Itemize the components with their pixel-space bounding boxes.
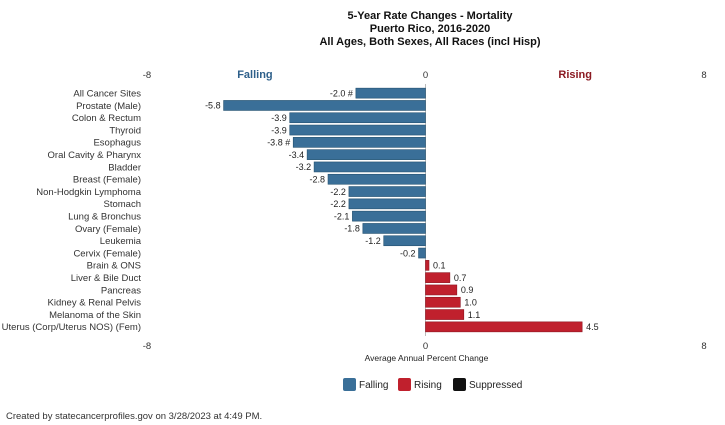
value-label: -2.1 bbox=[334, 211, 350, 221]
category-label: Stomach bbox=[104, 199, 142, 210]
category-label: Leukemia bbox=[100, 236, 142, 247]
legend-swatch bbox=[343, 378, 356, 391]
value-label: -3.2 bbox=[296, 162, 312, 172]
value-label: 1.1 bbox=[468, 310, 481, 320]
category-label: Uterus (Corp/Uterus NOS) (Fem) bbox=[2, 322, 141, 333]
value-label: 4.5 bbox=[586, 322, 599, 332]
category-label: Prostate (Male) bbox=[76, 101, 141, 112]
legend-label: Suppressed bbox=[469, 380, 522, 391]
top-tick-label: -8 bbox=[143, 70, 151, 81]
bar[interactable] bbox=[352, 210, 426, 222]
value-label: -2.2 bbox=[330, 199, 346, 209]
bottom-tick-label: 8 bbox=[701, 341, 706, 352]
rising-side-label: Rising bbox=[558, 69, 592, 81]
bar[interactable] bbox=[348, 186, 426, 197]
value-label: -1.2 bbox=[365, 236, 381, 246]
value-labels: -2.0 # -5.8 -3.9 -3.9 -3.8 # -3.4 -3.2 -2.8 -2.2… bbox=[205, 88, 599, 332]
falling-side-label: Falling bbox=[237, 69, 272, 81]
category-label: All Cancer Sites bbox=[73, 88, 141, 99]
category-label: Kidney & Renal Pelvis bbox=[48, 298, 142, 309]
category-label: Melanoma of the Skin bbox=[49, 310, 141, 321]
bar[interactable] bbox=[418, 247, 426, 259]
bar[interactable] bbox=[289, 112, 426, 124]
category-label: Lung & Bronchus bbox=[68, 211, 141, 222]
bar[interactable] bbox=[425, 309, 465, 320]
title-line-2: Puerto Rico, 2016-2020 bbox=[370, 23, 490, 35]
value-label: -2.8 bbox=[310, 174, 326, 184]
value-label: 1.0 bbox=[464, 297, 477, 307]
legend-label: Rising bbox=[414, 380, 442, 391]
x-axis-title: Average Annual Percent Change bbox=[365, 353, 489, 363]
bar[interactable] bbox=[327, 173, 426, 185]
value-label: -2.2 bbox=[330, 187, 346, 197]
category-label: Brain & ONS bbox=[87, 261, 141, 272]
bar[interactable] bbox=[348, 198, 426, 210]
bottom-tick-label: -8 bbox=[143, 341, 151, 352]
category-label: Non-Hodgkin Lymphoma bbox=[36, 187, 141, 198]
category-label: Bladder bbox=[108, 162, 141, 173]
category-label: Breast (Female) bbox=[73, 175, 141, 186]
category-label: Esophagus bbox=[93, 138, 141, 149]
legend-swatch bbox=[453, 378, 466, 391]
bar[interactable] bbox=[223, 100, 426, 111]
bar[interactable] bbox=[383, 235, 426, 247]
value-label: -3.9 bbox=[271, 113, 287, 123]
legend-item-falling[interactable]: Falling bbox=[343, 378, 388, 391]
legend-swatch bbox=[398, 378, 411, 391]
bar[interactable] bbox=[355, 87, 426, 99]
bar[interactable] bbox=[292, 137, 426, 148]
top-tick-label: 0 bbox=[423, 70, 428, 81]
bars bbox=[223, 87, 583, 333]
value-label: -1.8 bbox=[344, 224, 360, 234]
category-labels: All Cancer Sites Prostate (Male)Colon & R… bbox=[2, 88, 142, 333]
title-line-1: 5-Year Rate Changes - Mortality bbox=[347, 10, 513, 22]
bar[interactable] bbox=[289, 124, 426, 136]
value-label: 0.7 bbox=[454, 273, 467, 283]
top-tick-label: 8 bbox=[701, 70, 706, 81]
bar[interactable] bbox=[313, 161, 426, 173]
legend-item-suppressed[interactable]: Suppressed bbox=[453, 378, 522, 391]
legend[interactable]: Falling Rising Suppressed bbox=[343, 378, 522, 391]
bar[interactable] bbox=[425, 272, 451, 283]
bar[interactable] bbox=[425, 260, 430, 271]
category-label: Colon & Rectum bbox=[72, 113, 141, 124]
value-label: 0.9 bbox=[461, 285, 474, 295]
value-label: -5.8 bbox=[205, 101, 221, 111]
bar[interactable] bbox=[425, 296, 461, 308]
bar[interactable] bbox=[425, 284, 458, 296]
value-label: -3.4 bbox=[289, 150, 305, 160]
legend-item-rising[interactable]: Rising bbox=[398, 378, 442, 391]
category-label: Cervix (Female) bbox=[73, 248, 141, 259]
category-label: Thyroid bbox=[109, 125, 141, 136]
category-label: Oral Cavity & Pharynx bbox=[48, 150, 142, 161]
legend-label: Falling bbox=[359, 380, 388, 391]
footer-credit: Created by statecancerprofiles.gov on 3/… bbox=[6, 411, 263, 422]
bottom-axis: -8 0 8 bbox=[143, 341, 707, 352]
bar[interactable] bbox=[425, 321, 583, 333]
value-label: -2.0 # bbox=[330, 88, 353, 98]
bar[interactable] bbox=[362, 223, 426, 234]
category-label: Ovary (Female) bbox=[75, 224, 141, 235]
category-label: Pancreas bbox=[101, 285, 141, 296]
category-label: Liver & Bile Duct bbox=[71, 273, 142, 284]
title-line-3: All Ages, Both Sexes, All Races (incl Hi… bbox=[319, 36, 540, 48]
value-label: 0.1 bbox=[433, 261, 446, 271]
top-axis: -8 0 8 Falling Rising bbox=[143, 69, 707, 81]
value-label: -3.9 bbox=[271, 125, 287, 135]
value-label: -0.2 bbox=[400, 248, 416, 258]
value-label: -3.8 # bbox=[267, 138, 290, 148]
bar[interactable] bbox=[306, 149, 426, 160]
bottom-tick-label: 0 bbox=[423, 341, 428, 352]
